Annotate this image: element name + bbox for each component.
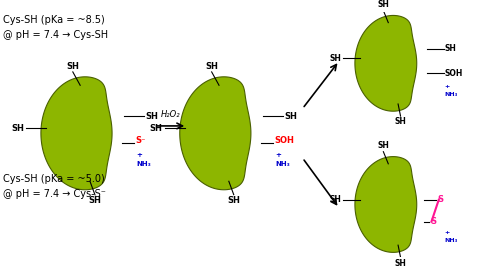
Text: @ pH = 7.4 → Cys-S⁻: @ pH = 7.4 → Cys-S⁻: [3, 188, 106, 199]
Text: +: +: [445, 230, 450, 235]
Polygon shape: [180, 77, 251, 190]
Text: SH: SH: [284, 111, 297, 121]
Text: S: S: [430, 217, 436, 226]
Text: SH: SH: [66, 62, 79, 71]
Text: S: S: [437, 195, 443, 204]
Text: +: +: [136, 152, 142, 158]
Text: SH: SH: [330, 54, 341, 63]
Text: SOH: SOH: [445, 69, 463, 78]
Text: Cys-SH (pKa = ~5.0): Cys-SH (pKa = ~5.0): [3, 174, 105, 184]
Text: SH: SH: [227, 196, 240, 205]
Polygon shape: [355, 157, 417, 252]
Text: SH: SH: [377, 142, 389, 150]
Text: SH: SH: [11, 124, 24, 133]
Text: SH: SH: [445, 44, 457, 53]
Text: SH: SH: [330, 195, 341, 204]
Text: NH₃: NH₃: [445, 238, 458, 243]
Text: NH₃: NH₃: [275, 161, 290, 167]
Text: SH: SH: [395, 259, 406, 267]
Text: Cys-SH (pKa = ~8.5): Cys-SH (pKa = ~8.5): [3, 16, 105, 25]
Text: SOH: SOH: [274, 136, 294, 145]
Text: S⁻: S⁻: [135, 136, 146, 145]
Text: NH₃: NH₃: [445, 91, 458, 96]
Text: SH: SH: [146, 111, 158, 121]
Text: @ pH = 7.4 → Cys-SH: @ pH = 7.4 → Cys-SH: [3, 30, 108, 40]
Text: H₂O₂: H₂O₂: [160, 110, 180, 118]
Text: SH: SH: [377, 0, 389, 9]
Polygon shape: [41, 77, 112, 190]
Text: +: +: [445, 84, 450, 89]
Text: +: +: [275, 152, 281, 158]
Text: SH: SH: [205, 62, 218, 71]
Text: NH₃: NH₃: [136, 161, 151, 167]
Text: SH: SH: [395, 117, 406, 126]
Text: SH: SH: [150, 124, 162, 133]
Text: SH: SH: [89, 196, 101, 205]
Polygon shape: [355, 16, 417, 111]
